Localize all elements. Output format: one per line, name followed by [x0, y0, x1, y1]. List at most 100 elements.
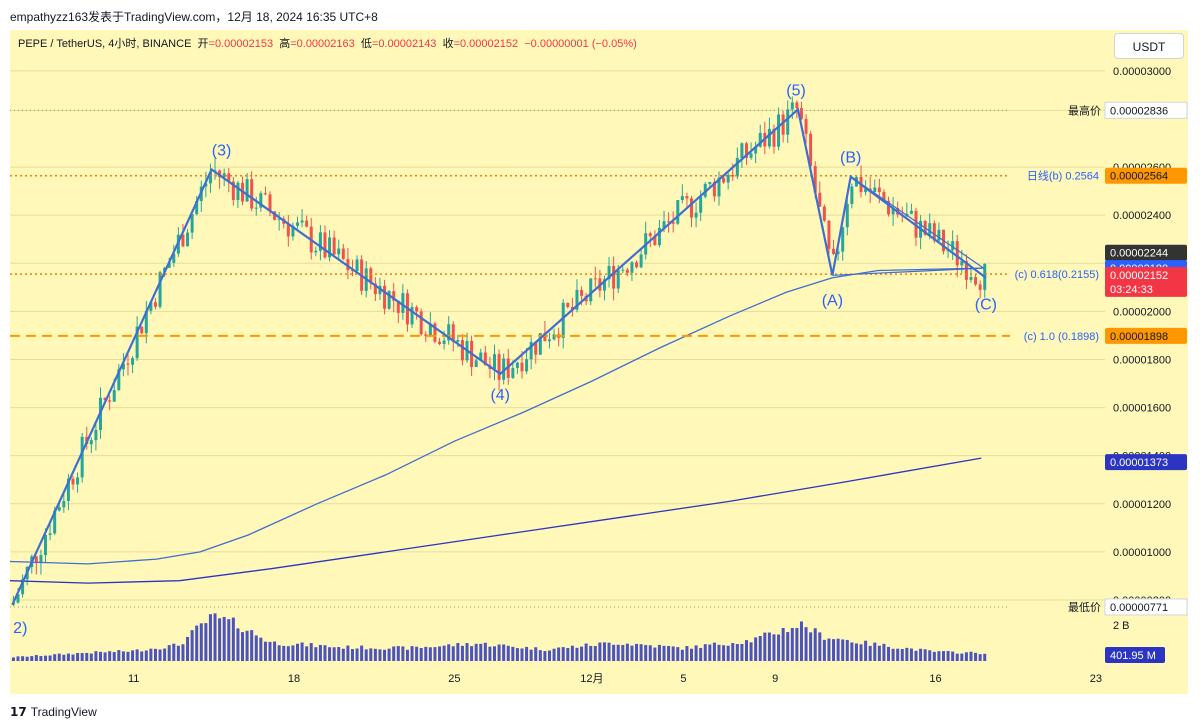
price-tag	[1105, 327, 1187, 344]
volume-bar	[341, 648, 345, 661]
publish-header: empathyzz163发表于TradingView.com，12月 18, 2…	[0, 0, 1200, 30]
volume-bar	[877, 645, 881, 661]
volume-bar	[144, 650, 148, 661]
candle-body	[456, 340, 460, 342]
candle-body	[355, 259, 359, 271]
price-tag	[1105, 266, 1187, 297]
candle-body	[295, 222, 299, 226]
candle-body	[44, 534, 48, 556]
volume-bar	[740, 644, 744, 661]
volume-bar	[286, 646, 290, 661]
volume-bar	[827, 638, 831, 661]
candle-body	[850, 186, 854, 204]
volume-bar	[717, 644, 721, 661]
candle-body	[273, 211, 277, 220]
candle-body	[772, 128, 776, 147]
volume-bar	[263, 641, 267, 661]
volume-bar	[25, 656, 29, 661]
volume-bar	[905, 647, 909, 661]
volume-bar	[974, 652, 978, 661]
candle-body	[502, 358, 506, 380]
volume-bar	[190, 630, 194, 661]
volume-bar	[158, 649, 162, 661]
candle-body	[937, 229, 941, 241]
candle-body	[108, 400, 112, 402]
candle-body	[589, 278, 593, 302]
x-tick-label: 18	[288, 673, 300, 685]
volume-bar	[648, 645, 652, 661]
candle-body	[593, 278, 597, 280]
volume-bar	[373, 648, 377, 661]
volume-bar	[644, 645, 648, 661]
candle-body	[57, 507, 61, 511]
volume-bar	[199, 623, 203, 661]
volume-bar	[941, 651, 945, 661]
candle-body	[341, 248, 345, 260]
open-value: =0.00002153	[208, 38, 274, 50]
volume-bar	[186, 636, 190, 661]
close-value: =0.00002152	[453, 38, 519, 50]
candle-body	[89, 440, 93, 445]
price-tag	[1105, 454, 1187, 471]
candle-body	[433, 323, 437, 342]
volume-bar	[772, 634, 776, 661]
symbol-legend: PEPE / TetherUS, 4小时, BINANCE 开=0.000021…	[18, 35, 637, 51]
x-tick-label: 11	[128, 673, 139, 685]
candle-body	[690, 198, 694, 218]
candle-body	[383, 285, 387, 309]
volume-bar	[195, 625, 199, 661]
candle-body	[667, 221, 671, 223]
volume-bar	[790, 627, 794, 661]
volume-bar	[401, 646, 405, 661]
candle-body	[717, 177, 721, 197]
candle-body	[428, 323, 432, 337]
volume-bar	[520, 648, 524, 661]
currency-button[interactable]: USDT	[1114, 33, 1184, 59]
volume-bar	[937, 651, 941, 661]
candle-body	[685, 196, 689, 199]
volume-bar	[456, 643, 460, 661]
volume-bar	[923, 649, 927, 661]
candle-body	[167, 262, 171, 268]
volume-bar	[735, 644, 739, 661]
abc-trend-line	[832, 267, 984, 276]
high-label: 高	[279, 38, 291, 50]
volume-bar	[813, 628, 817, 661]
price-chart[interactable]: 日线(b) 0.2564 (c) 0.618(0.2155) (c) 1.0 (0.…	[10, 30, 1188, 694]
tradingview-logo[interactable]: 17 TradingView	[10, 705, 97, 719]
candle-body	[726, 174, 730, 183]
candle-body	[630, 262, 634, 273]
volume-bar	[309, 643, 313, 661]
candle-body	[126, 363, 130, 365]
volume-bar	[433, 647, 437, 661]
candle-body	[694, 212, 698, 218]
x-tick-label: 23	[1090, 673, 1102, 685]
candle-body	[841, 227, 845, 252]
moving-average-fast	[10, 267, 982, 565]
candle-body	[94, 429, 98, 441]
volume-bar	[552, 648, 556, 661]
candle-body	[222, 173, 226, 178]
candle-body	[515, 362, 519, 368]
candle-body	[607, 265, 611, 280]
chart-area[interactable]: 日线(b) 0.2564 (c) 0.618(0.2155) (c) 1.0 (0.…	[10, 30, 1188, 694]
volume-bar	[273, 641, 277, 661]
price-tag	[1105, 244, 1187, 261]
volume-bar	[983, 653, 987, 661]
volume-bar	[80, 653, 84, 661]
volume-bar	[511, 646, 515, 661]
candle-body	[877, 187, 881, 193]
x-tick-label: 16	[929, 673, 941, 685]
volume-bar	[630, 645, 634, 661]
volume-bar	[438, 646, 442, 661]
candle-body	[153, 302, 157, 307]
candle-body	[978, 284, 982, 290]
low-label: 低	[360, 38, 372, 50]
candle-body	[818, 192, 822, 207]
volume-bar	[392, 646, 396, 661]
volume-bar	[369, 648, 373, 661]
x-tick-label: 5	[680, 673, 686, 685]
candle-body	[305, 220, 309, 227]
candle-body	[712, 182, 716, 197]
volume-bar	[282, 645, 286, 661]
